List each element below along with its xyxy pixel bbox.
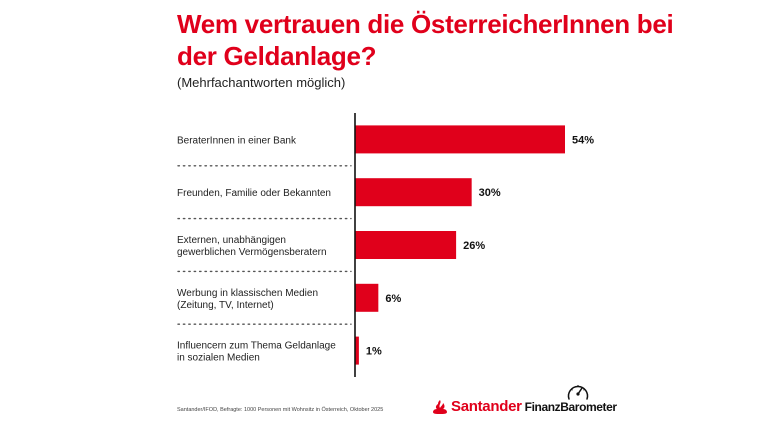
- bar-4: [355, 336, 359, 365]
- bar-1: [355, 178, 472, 207]
- category-label-0: BeraterInnen in einer Bank: [177, 135, 297, 146]
- bar-3: [355, 283, 379, 312]
- bar-2: [355, 231, 457, 259]
- value-label-1: 30%: [479, 187, 501, 199]
- brand-name: Santander: [451, 398, 522, 415]
- category-label-3: Werbung in klassischen Medien (Zeitung, T…: [177, 288, 318, 311]
- santander-flame-icon: [433, 399, 447, 414]
- value-label-2: 26%: [463, 240, 485, 252]
- category-label-4: Influencern zum Thema Geldanlage in sozia…: [177, 341, 336, 364]
- source-note: Santander/IFOD, Befragte: 1000 Personen …: [177, 407, 384, 413]
- category-label-2: Externen, unabhängigen gewerblichen Vermö…: [177, 235, 327, 258]
- value-label-4: 1%: [366, 346, 382, 358]
- value-label-0: 54%: [572, 134, 594, 146]
- bar-0: [355, 125, 565, 154]
- value-label-3: 6%: [385, 293, 401, 305]
- category-label-1: Freunden, Familie oder Bekannten: [177, 188, 331, 199]
- chart-title: Wem vertrauen die ÖsterreicherInnen bei …: [177, 9, 674, 71]
- chart-subtitle: (Mehrfachantworten möglich): [177, 75, 346, 90]
- brand-product: FinanzBarometer: [524, 399, 617, 414]
- speedometer-icon: [567, 385, 589, 400]
- brand-logo: Santander FinanzBarometer: [432, 398, 617, 415]
